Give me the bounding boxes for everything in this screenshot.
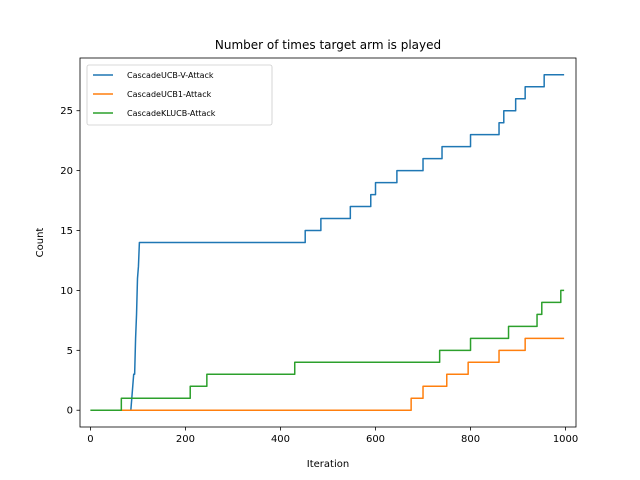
x-tick-label: 1000	[553, 434, 578, 445]
y-tick-label: 10	[60, 286, 73, 297]
legend-label-1: CascadeUCB1-Attack	[127, 90, 212, 99]
x-tick-label: 400	[271, 434, 290, 445]
x-tick-label: 200	[176, 434, 195, 445]
legend-label-0: CascadeUCB-V-Attack	[127, 71, 214, 80]
y-tick-label: 20	[60, 166, 73, 177]
y-tick-label: 5	[67, 346, 73, 357]
y-tick-label: 25	[60, 106, 73, 117]
y-axis-label: Count	[35, 228, 46, 258]
series-line-1	[90, 337, 565, 411]
x-axis: 0 200 400 600 800 1000	[87, 427, 578, 445]
x-tick-label: 600	[366, 434, 385, 445]
y-tick-label: 15	[60, 226, 73, 237]
x-axis-label: Iteration	[307, 459, 349, 470]
legend-label-2: CascadeKLUCB-Attack	[127, 109, 216, 118]
series-line-2	[90, 289, 565, 411]
x-tick-label: 800	[461, 434, 480, 445]
y-tick-label: 0	[67, 406, 73, 417]
chart-title: Number of times target arm is played	[215, 38, 441, 52]
plot-frame	[79, 57, 577, 428]
legend-box	[86, 64, 273, 126]
series-line-0	[90, 74, 565, 411]
legend: CascadeUCB-V-Attack CascadeUCB1-Attack Cas…	[86, 64, 273, 126]
x-tick-label: 0	[87, 434, 93, 445]
series-layer	[90, 74, 565, 411]
y-axis: 0 5 10 15 20 25	[60, 106, 80, 417]
